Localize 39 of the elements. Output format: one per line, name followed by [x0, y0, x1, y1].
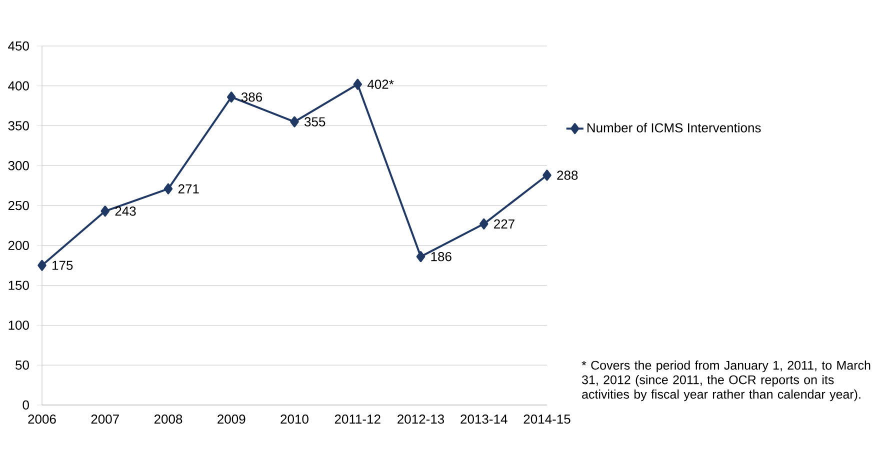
- point: [100, 206, 110, 217]
- x-tick-label: 2006: [28, 414, 56, 424]
- x-tick-label: 2008: [154, 414, 182, 424]
- x-tick-label: 2010: [280, 414, 308, 424]
- x-tick-label: 2007: [91, 414, 119, 424]
- x-tick-label: 2012-13: [398, 414, 444, 424]
- x-tick-label: 2013-14: [460, 414, 508, 424]
- x-tick-label: 2009: [218, 414, 246, 424]
- y-tick-label: 250: [8, 200, 29, 210]
- point: [164, 183, 173, 194]
- data-label: 175: [52, 260, 73, 270]
- point: [290, 116, 299, 128]
- x-tick-label: 2014-15: [524, 414, 570, 424]
- legend-label: Number of ICMS Interventions: [587, 122, 761, 132]
- y-tick-label: 300: [8, 161, 29, 170]
- y-tick-label: 50: [16, 360, 29, 370]
- data-label: 402*: [367, 80, 394, 89]
- data-label: 288: [557, 170, 578, 180]
- point: [416, 251, 426, 262]
- data-label: 355: [304, 117, 326, 126]
- point: [480, 218, 488, 230]
- y-tick-label: 350: [8, 121, 29, 130]
- y-tick-label: 450: [8, 41, 29, 51]
- point: [38, 260, 46, 271]
- point: [227, 92, 236, 103]
- y-tick-label: 0: [22, 400, 29, 410]
- point: [542, 170, 552, 181]
- point: [353, 78, 362, 90]
- data-label: 386: [241, 92, 262, 102]
- y-tick-label: 200: [8, 240, 29, 250]
- data-label: 271: [178, 184, 199, 194]
- data-label: 243: [115, 206, 136, 216]
- x-tick-label: 2011-12: [334, 414, 380, 424]
- y-tick-label: 100: [8, 320, 29, 330]
- y-tick-label: 400: [8, 81, 29, 90]
- text: * Covers the period from January 1, 2011, to March 31, 2012 (since 2011, the OCR reports on its activities by fiscal year rather than calendar year).: [582, 360, 870, 402]
- data-label: 186: [431, 252, 452, 262]
- data-label: 227: [494, 219, 514, 228]
- y-tick-label: 150: [8, 280, 29, 290]
